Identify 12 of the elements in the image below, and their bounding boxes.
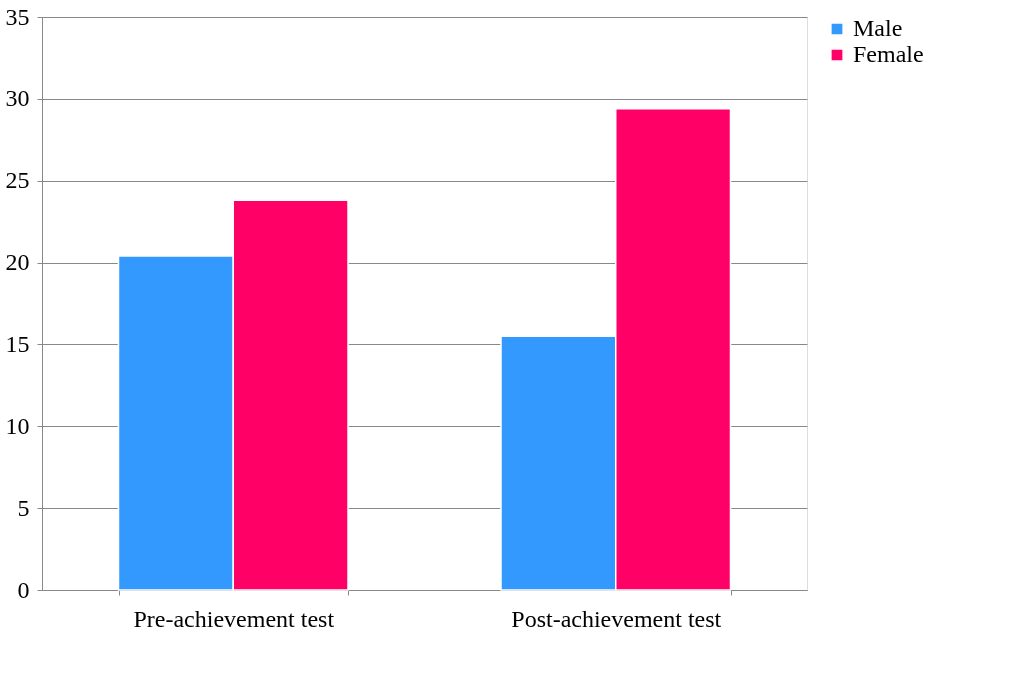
y-tick-label: 0 xyxy=(17,576,30,603)
y-tick-label: 20 xyxy=(5,249,30,276)
legend-label: Female xyxy=(853,41,924,67)
x-tick-label: Post-achievement test xyxy=(511,605,722,632)
x-tick-label: Pre-achievement test xyxy=(133,605,335,632)
y-tick-label: 30 xyxy=(5,85,30,112)
y-tick-label: 35 xyxy=(5,3,30,30)
y-tick-label: 10 xyxy=(5,412,30,439)
y-tick-label: 25 xyxy=(5,167,30,194)
y-tick-label: 5 xyxy=(17,494,30,521)
legend-label: Male xyxy=(853,15,903,41)
y-tick-label: 15 xyxy=(5,330,30,357)
